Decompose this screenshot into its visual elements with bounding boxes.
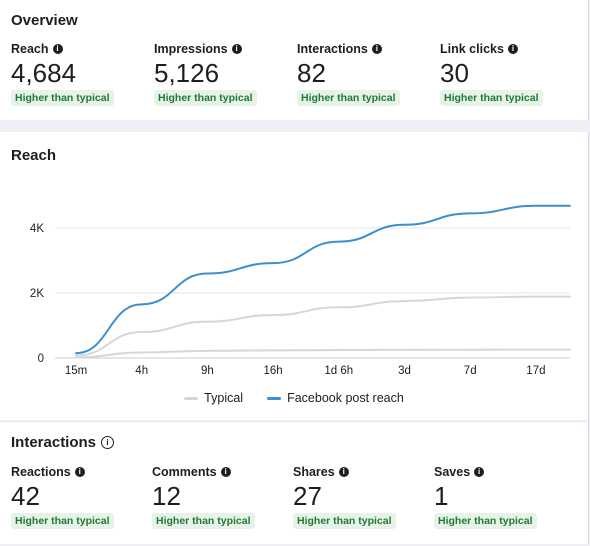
series-line-typical[interactable]: [75, 348, 571, 359]
metric-comments: Comments i 12 Higher than typical: [152, 465, 292, 529]
legend-swatch: [267, 396, 282, 400]
info-icon[interactable]: i: [474, 467, 485, 477]
legend-item-post-reach[interactable]: Facebook post reach: [267, 391, 404, 405]
reach-chart: 0 2K 4K 15m 4h 9h 16h 1d 6h 3d 7d 17d: [30, 204, 571, 377]
metric-label: Comments: [152, 465, 217, 479]
info-icon[interactable]: i: [52, 44, 63, 54]
metric-value: 1: [434, 481, 449, 511]
series-line-post-reach[interactable]: [75, 204, 571, 355]
info-icon[interactable]: i: [371, 44, 382, 54]
info-icon[interactable]: i: [101, 436, 115, 449]
metric-value: 27: [293, 481, 322, 511]
info-icon[interactable]: i: [220, 467, 231, 477]
overview-title: Overview: [11, 12, 78, 29]
x-tick-label: 4h: [135, 365, 148, 377]
interactions-card: Interactions i Reactions i 42 Higher tha…: [0, 421, 589, 544]
info-icon[interactable]: i: [231, 44, 242, 54]
metric-value: 12: [152, 481, 181, 511]
reach-title: Reach: [11, 147, 57, 164]
metric-label: Saves: [434, 465, 471, 479]
metric-label: Reactions: [11, 465, 71, 479]
metric-shares: Shares i 27 Higher than typical: [293, 465, 433, 529]
y-tick-label: 0: [38, 353, 44, 365]
status-badge: Higher than typical: [11, 90, 114, 106]
status-badge: Higher than typical: [434, 513, 537, 529]
status-badge: Higher than typical: [152, 513, 255, 529]
x-tick-label: 9h: [201, 365, 214, 377]
x-tick-label: 1d 6h: [324, 365, 353, 377]
metric-reactions: Reactions i 42 Higher than typical: [11, 465, 151, 529]
metric-interactions: Interactions i 82 Higher than typical: [297, 42, 437, 106]
y-tick-label: 2K: [30, 288, 44, 300]
metric-saves: Saves i 1 Higher than typical: [434, 465, 574, 529]
legend-swatch: [184, 396, 199, 400]
legend-item-typical[interactable]: Typical: [184, 391, 243, 405]
reach-card: Reach 0 2K 4K 15m 4h 9h 16h 1d 6h 3d 7d 17d Typica…: [0, 132, 589, 420]
status-badge: Higher than typical: [154, 90, 257, 106]
info-icon[interactable]: i: [338, 467, 349, 477]
series-line-typical[interactable]: [75, 295, 571, 357]
metric-value: 4,684: [11, 58, 77, 88]
x-tick-label: 16h: [264, 365, 283, 377]
status-badge: Higher than typical: [293, 513, 396, 529]
chart-legend: Typical Facebook post reach: [0, 391, 588, 405]
overview-card: Overview Reach i 4,684 Higher than typic…: [0, 0, 589, 120]
legend-label: Typical: [204, 391, 244, 405]
info-icon[interactable]: i: [74, 467, 85, 477]
metric-label: Impressions: [154, 42, 228, 56]
status-badge: Higher than typical: [440, 90, 543, 106]
info-icon[interactable]: i: [507, 44, 518, 54]
status-badge: Higher than typical: [297, 90, 400, 106]
metric-value: 42: [11, 481, 40, 511]
y-tick-label: 4K: [30, 223, 44, 235]
x-tick-label: 3d: [398, 365, 411, 377]
status-badge: Higher than typical: [11, 513, 114, 529]
x-tick-label: 15m: [65, 365, 87, 377]
metric-label: Link clicks: [440, 42, 504, 56]
metric-link-clicks: Link clicks i 30 Higher than typical: [440, 42, 580, 106]
metric-impressions: Impressions i 5,126 Higher than typical: [154, 42, 294, 106]
metric-label: Interactions: [297, 42, 368, 56]
interactions-title: Interactions: [11, 434, 97, 451]
interactions-header: Interactions i: [11, 434, 115, 451]
legend-label: Facebook post reach: [287, 391, 404, 405]
metric-label: Reach: [11, 42, 49, 56]
x-tick-label: 17d: [526, 365, 545, 377]
metric-reach: Reach i 4,684 Higher than typical: [11, 42, 151, 106]
metric-value: 30: [440, 58, 469, 88]
metric-value: 5,126: [154, 58, 220, 88]
x-tick-label: 7d: [464, 365, 477, 377]
metric-value: 82: [297, 58, 326, 88]
metric-label: Shares: [293, 465, 335, 479]
